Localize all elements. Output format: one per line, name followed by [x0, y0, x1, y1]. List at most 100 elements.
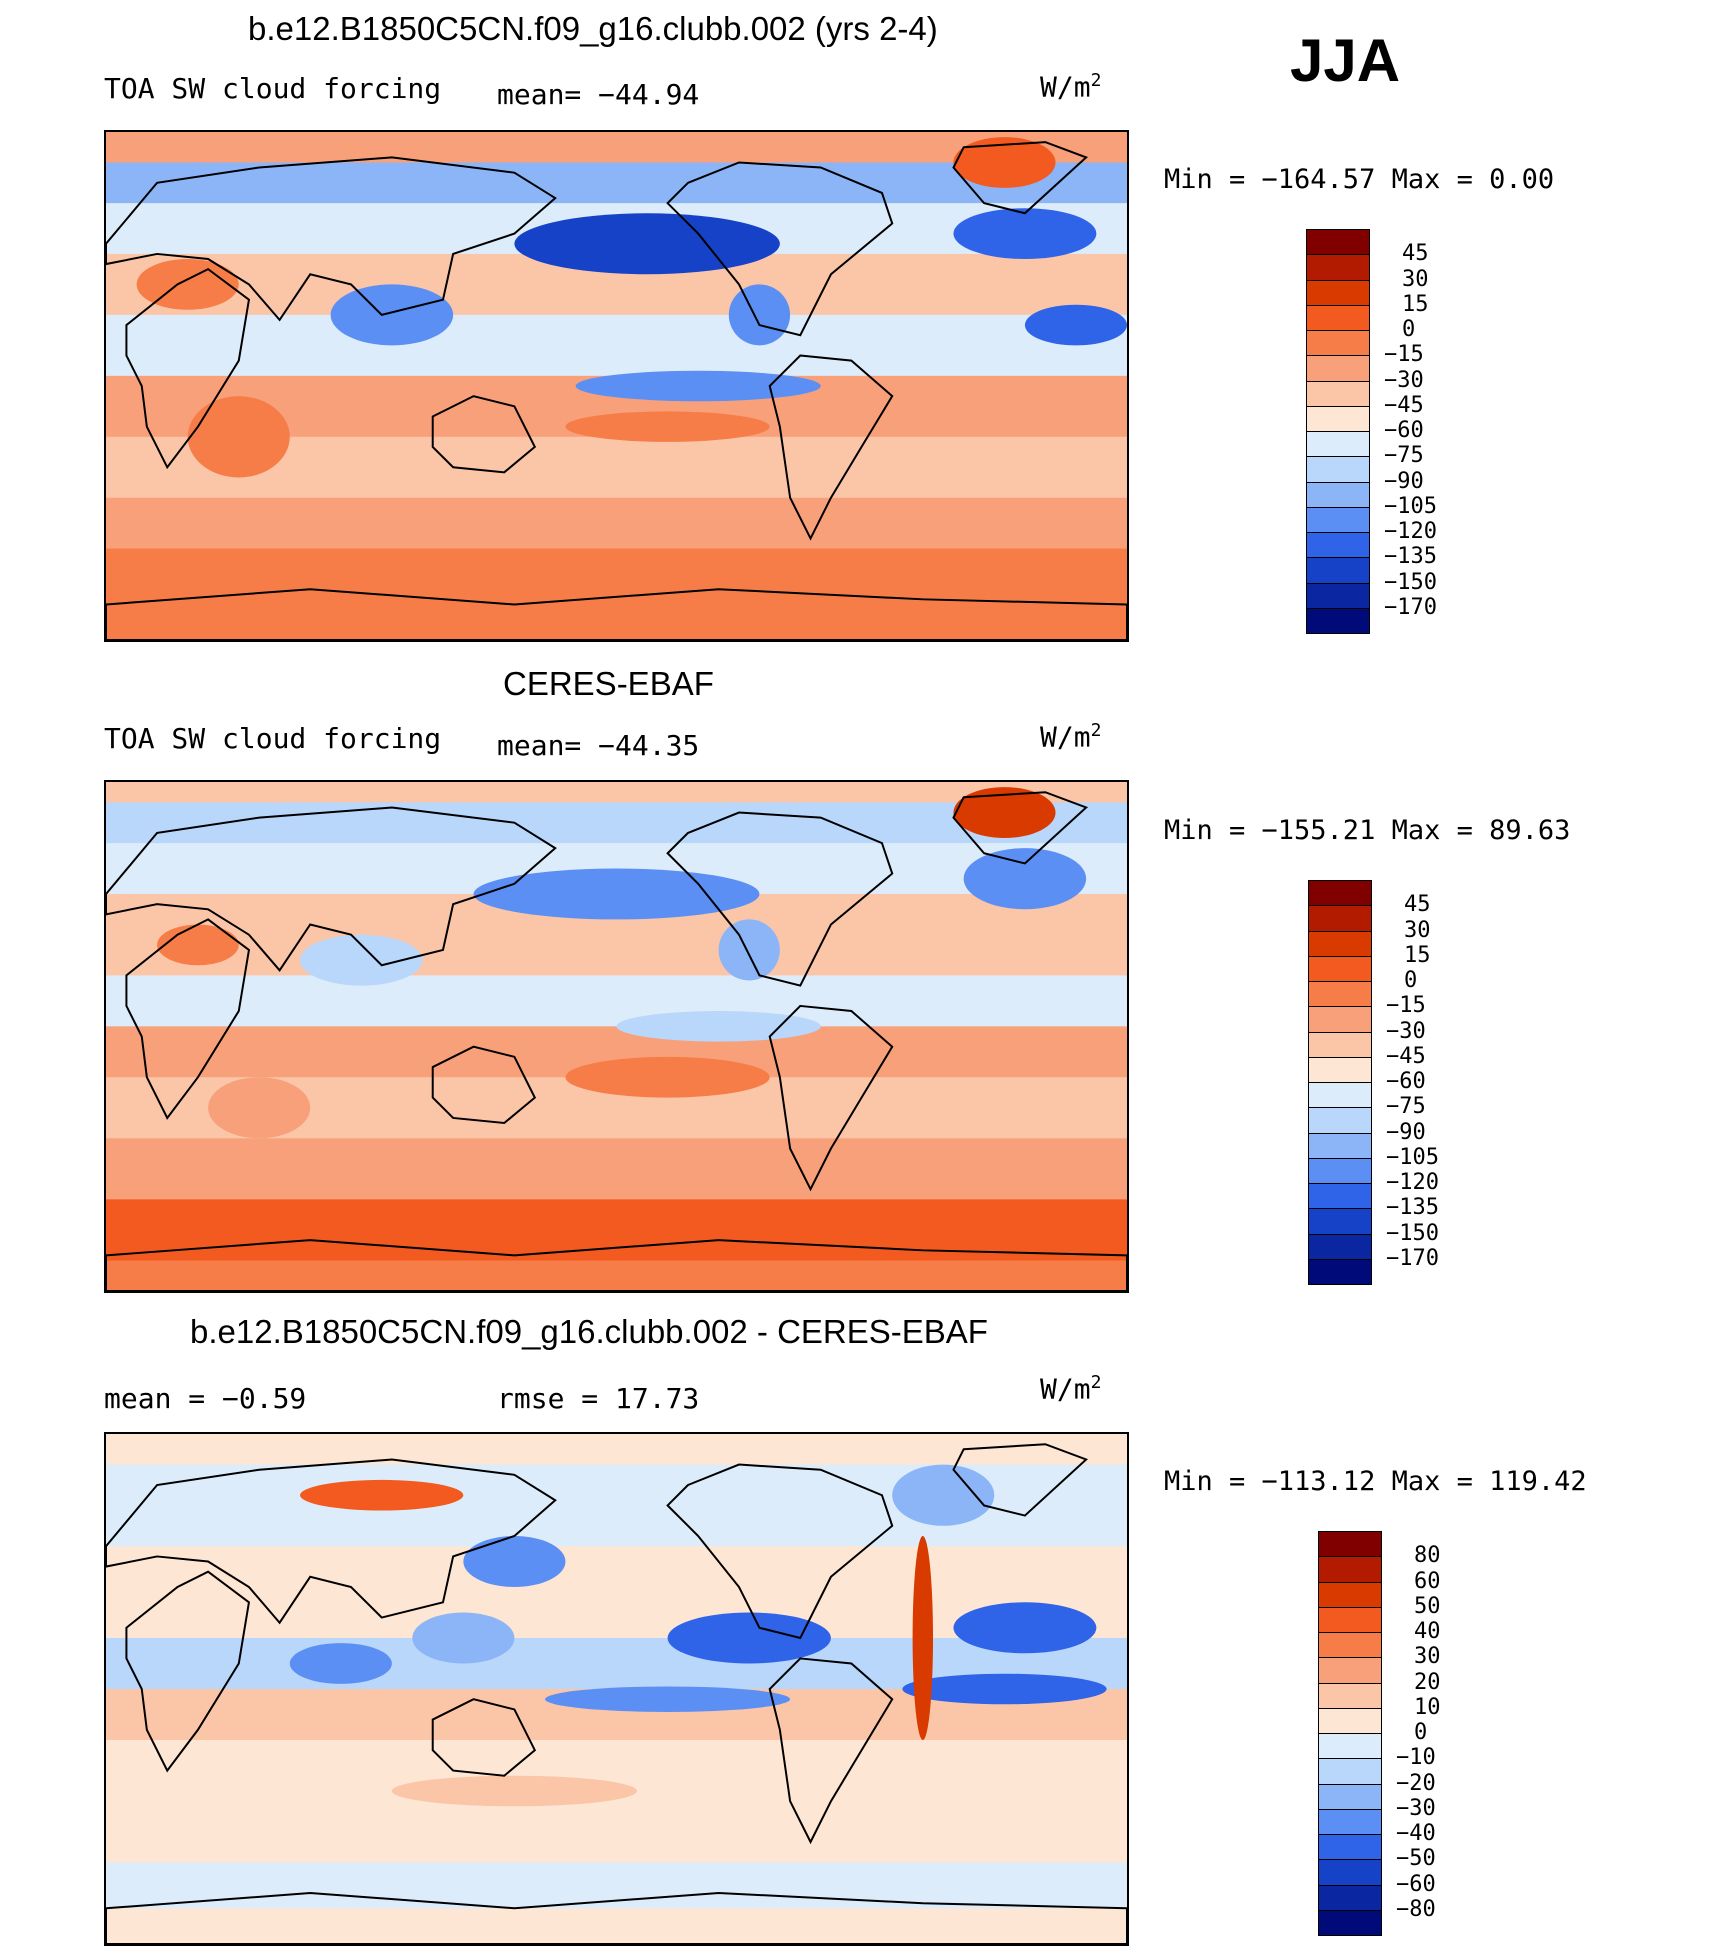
- colorbar-tick-label: −50: [1396, 1846, 1436, 1872]
- map-feature: [299, 1479, 464, 1511]
- panel-1-map: [104, 130, 1129, 642]
- colorbar-swatch: [1318, 1834, 1382, 1861]
- colorbar-swatch: [1318, 1606, 1382, 1633]
- colorbar-tick-label: −120: [1386, 1170, 1439, 1195]
- colorbar-swatch: [1308, 880, 1372, 907]
- colorbar-tick-label: −90: [1386, 1119, 1426, 1145]
- coastline: [666, 161, 894, 337]
- colorbar-tick-label: 30: [1414, 1644, 1441, 1670]
- map-band: [106, 782, 1127, 804]
- map-band: [106, 1260, 1127, 1291]
- map-feature: [892, 1464, 995, 1526]
- colorbar-swatch: [1318, 1808, 1382, 1835]
- colorbar-swatch: [1306, 557, 1370, 584]
- colorbar-tick-label: −60: [1384, 418, 1424, 443]
- coastline: [431, 1698, 537, 1777]
- map-feature: [728, 284, 791, 346]
- season-label: JJA: [1290, 27, 1401, 94]
- coastline: [952, 141, 1089, 215]
- colorbar-tick-label: 60: [1414, 1568, 1441, 1594]
- colorbar-tick-label: 15: [1404, 942, 1431, 968]
- colorbar-tick-label: −45: [1386, 1043, 1426, 1069]
- colorbar-swatch: [1318, 1657, 1382, 1684]
- map-band: [106, 1434, 1127, 1466]
- panel-1-variable-label: TOA SW cloud forcing: [104, 72, 442, 105]
- map-feature: [412, 1612, 515, 1664]
- colorbar-swatch: [1318, 1884, 1382, 1911]
- colorbar-swatch: [1308, 1183, 1372, 1210]
- colorbar-swatch: [1306, 481, 1370, 508]
- panel-3-map: [104, 1432, 1129, 1946]
- coastline: [106, 588, 1127, 640]
- map-feature: [963, 848, 1087, 910]
- panel-2-mean-label: mean= −44.35: [497, 729, 700, 762]
- map-feature: [1024, 304, 1127, 346]
- colorbar-tick-label: 45: [1402, 241, 1429, 267]
- colorbar-swatch: [1306, 431, 1370, 458]
- colorbar-tick-label: 30: [1402, 266, 1429, 292]
- panel-3-minmax: Min = −113.12 Max = 119.42: [1164, 1466, 1587, 1497]
- colorbar-swatch: [1318, 1733, 1382, 1760]
- colorbar-swatch: [1308, 905, 1372, 932]
- map-feature: [667, 1612, 831, 1664]
- coastline: [768, 1657, 894, 1845]
- coastline: [952, 791, 1089, 865]
- colorbar-tick-label: −10: [1396, 1745, 1436, 1771]
- colorbar-swatch: [1308, 1208, 1372, 1235]
- coastline: [106, 1239, 1127, 1291]
- colorbar-tick-label: 0: [1402, 317, 1416, 342]
- map-feature: [299, 934, 423, 986]
- colorbar-tick-label: 0: [1404, 968, 1418, 993]
- coastline: [431, 395, 537, 474]
- panel-1-title: b.e12.B1850C5CN.f09_g16.clubb.002 (yrs 2…: [248, 10, 938, 47]
- colorbar-swatch: [1308, 1082, 1372, 1109]
- colorbar-swatch: [1306, 229, 1370, 256]
- panel-2-minmax: Min = −155.21 Max = 89.63: [1164, 815, 1571, 846]
- panel-3-units: W/m2: [1040, 1372, 1102, 1406]
- colorbar-tick-label: −150: [1386, 1220, 1439, 1246]
- panel-1-minmax: Min = −164.57 Max = 0.00: [1164, 164, 1555, 195]
- panel-2-units: W/m2: [1040, 720, 1102, 754]
- panel-3-colorbar: 80 60 50 40 30 20 10 0 −10 −20 −30 −40 −50 −60 −80: [1318, 1531, 1518, 1936]
- colorbar-tick-label: −150: [1384, 569, 1437, 595]
- colorbar-swatch: [1308, 1006, 1372, 1033]
- panel-2-map-svg: [106, 782, 1127, 1291]
- colorbar-tick-label: −45: [1384, 392, 1424, 418]
- map-feature: [953, 1602, 1097, 1654]
- colorbar-swatch: [1318, 1581, 1382, 1608]
- colorbar-swatch: [1318, 1909, 1382, 1936]
- colorbar-tick-label: −120: [1384, 519, 1437, 544]
- colorbar-tick-label: 15: [1402, 291, 1429, 317]
- map-feature: [565, 411, 770, 442]
- colorbar-tick-label: −135: [1386, 1195, 1439, 1221]
- panel-3-title: b.e12.B1850C5CN.f09_g16.clubb.002 - CERE…: [190, 1313, 988, 1350]
- colorbar-tick-label: 40: [1414, 1619, 1441, 1644]
- panel-3-mean-label: mean = −0.59: [104, 1382, 307, 1415]
- colorbar-tick-label: −15: [1384, 342, 1424, 368]
- map-feature: [902, 1673, 1107, 1705]
- map-band: [106, 1138, 1127, 1201]
- colorbar-swatch: [1306, 506, 1370, 533]
- coastline: [106, 1458, 557, 1625]
- map-feature: [953, 787, 1056, 838]
- colorbar-tick-label: −75: [1384, 443, 1424, 469]
- map-band: [106, 548, 1127, 640]
- map-feature: [463, 1536, 566, 1587]
- colorbar-swatch: [1308, 1056, 1372, 1083]
- colorbar-tick-label: −40: [1396, 1821, 1436, 1846]
- colorbar-swatch: [1306, 279, 1370, 306]
- colorbar-tick-label: −80: [1396, 1896, 1436, 1922]
- colorbar-tick-label: −105: [1386, 1144, 1439, 1170]
- colorbar-swatch: [1306, 532, 1370, 559]
- colorbar-swatch: [1318, 1783, 1382, 1810]
- colorbar-swatch: [1318, 1707, 1382, 1734]
- colorbar-swatch: [1306, 304, 1370, 331]
- panel-1-units: W/m2: [1040, 70, 1102, 104]
- colorbar-swatch: [1306, 456, 1370, 483]
- colorbar-tick-label: 10: [1414, 1694, 1441, 1720]
- coastline: [768, 1004, 894, 1192]
- map-band: [106, 314, 1127, 377]
- colorbar-swatch: [1308, 930, 1372, 957]
- map-band: [106, 1908, 1127, 1944]
- colorbar-tick-label: −90: [1384, 468, 1424, 494]
